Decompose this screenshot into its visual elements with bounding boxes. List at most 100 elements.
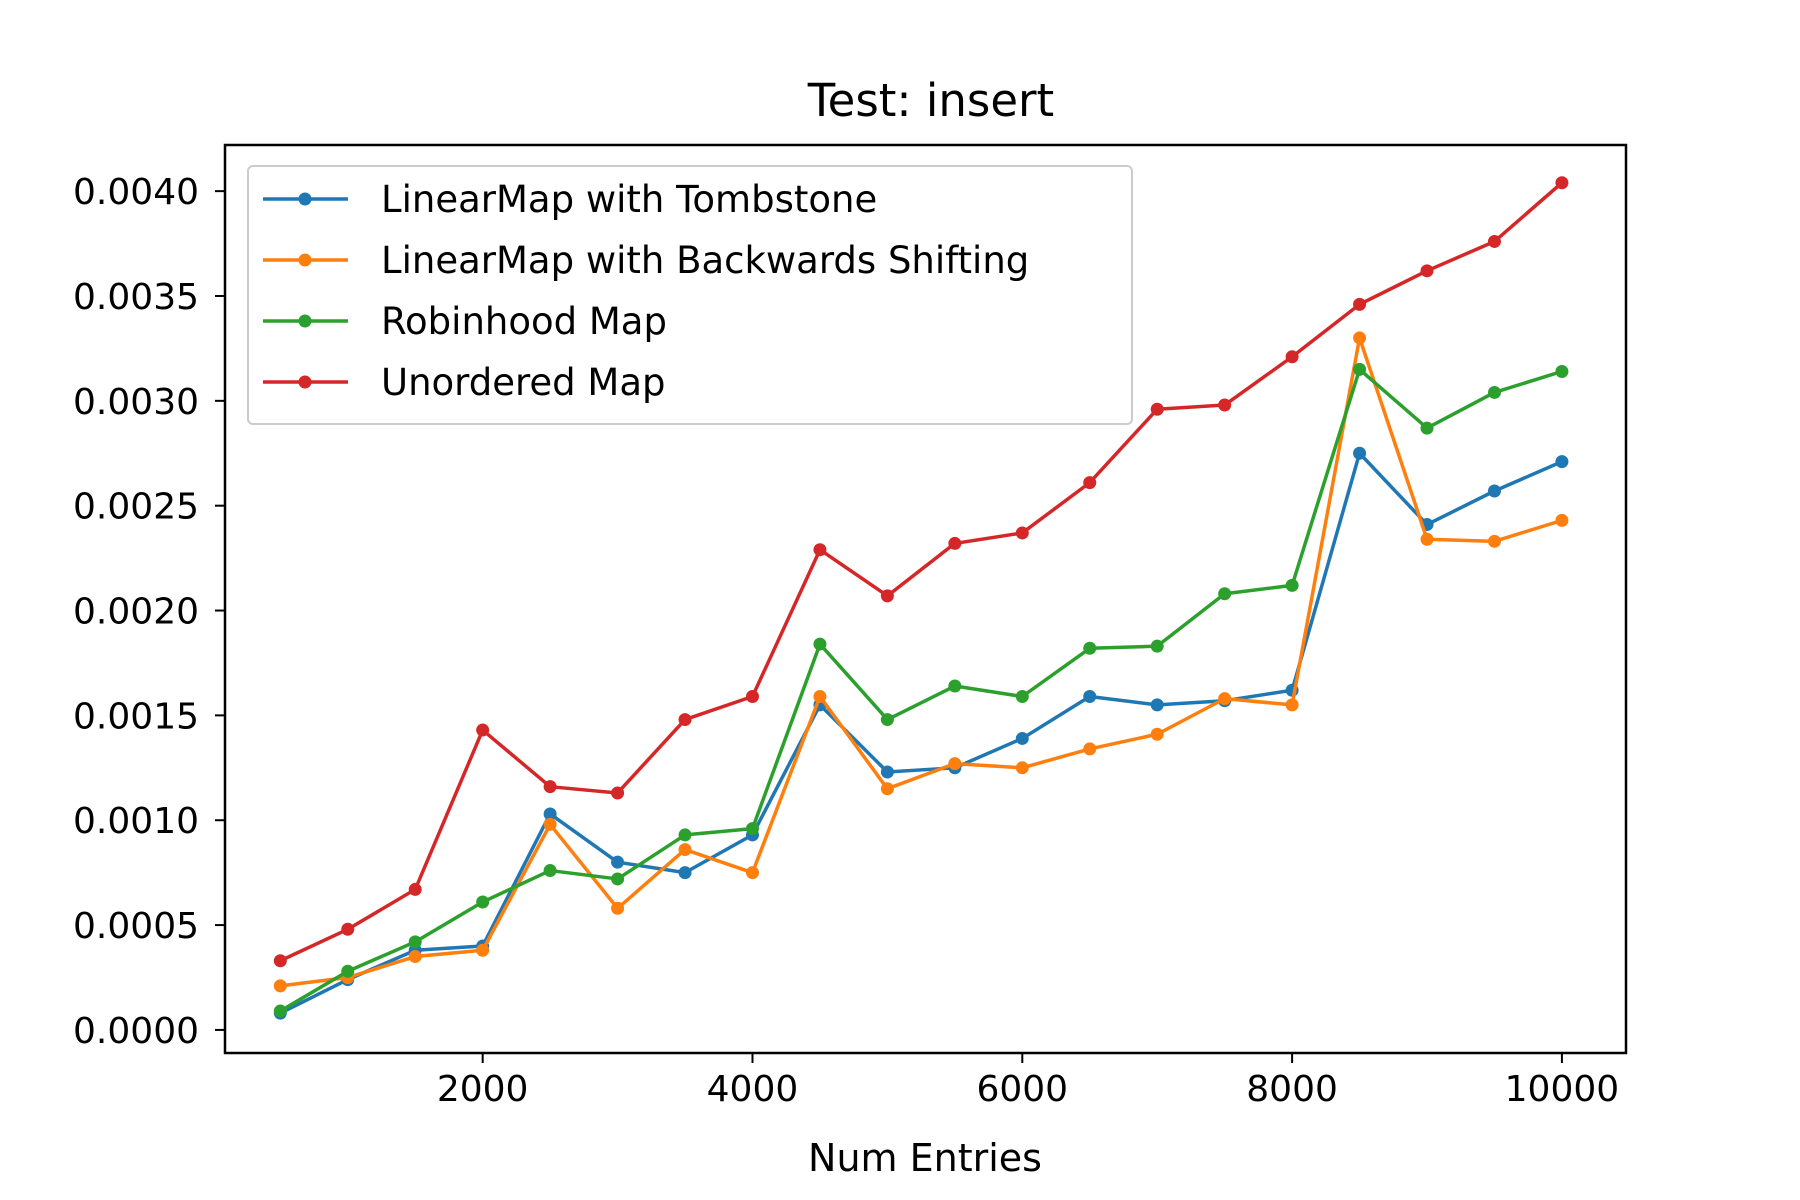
legend-marker	[298, 314, 312, 328]
legend-label: LinearMap with Backwards Shifting	[381, 239, 1029, 282]
data-point	[1015, 526, 1029, 540]
data-point	[1555, 513, 1569, 527]
data-point	[1083, 476, 1097, 490]
data-point	[408, 935, 422, 949]
data-point	[611, 901, 625, 915]
legend-label: Unordered Map	[381, 361, 665, 404]
data-point	[813, 543, 827, 557]
y-tick-label: 0.0035	[73, 277, 199, 318]
data-point	[1487, 484, 1501, 498]
data-point	[678, 843, 692, 857]
x-axis-title: Num Entries	[808, 1136, 1042, 1180]
x-tick-label: 6000	[976, 1069, 1068, 1110]
data-point	[1083, 690, 1097, 704]
data-point	[1150, 402, 1164, 416]
series-2	[273, 331, 1569, 993]
data-point	[745, 690, 759, 704]
data-point	[273, 954, 287, 968]
data-point	[1285, 578, 1299, 592]
data-point	[1353, 362, 1367, 376]
data-point	[1353, 297, 1367, 311]
data-point	[273, 1004, 287, 1018]
data-point	[1420, 421, 1434, 435]
data-point	[1150, 639, 1164, 653]
data-point	[476, 723, 490, 737]
chart-title: Test: insert	[807, 74, 1054, 127]
data-point	[880, 589, 894, 603]
x-tick-label: 8000	[1246, 1069, 1338, 1110]
series-layer	[273, 176, 1569, 1020]
y-tick-label: 0.0030	[73, 382, 199, 423]
data-point	[408, 882, 422, 896]
data-point	[1487, 534, 1501, 548]
data-point	[880, 765, 894, 779]
data-point	[1420, 264, 1434, 278]
data-point	[611, 872, 625, 886]
data-point	[1353, 446, 1367, 460]
data-point	[1420, 532, 1434, 546]
data-point	[678, 713, 692, 727]
data-point	[880, 782, 894, 796]
data-point	[1487, 385, 1501, 399]
data-point	[813, 637, 827, 651]
legend-marker	[298, 192, 312, 206]
y-tick-label: 0.0000	[73, 1011, 199, 1052]
series-4	[273, 176, 1569, 968]
data-point	[408, 950, 422, 964]
data-point	[745, 822, 759, 836]
data-point	[1150, 698, 1164, 712]
data-point	[543, 864, 557, 878]
data-point	[543, 817, 557, 831]
data-point	[476, 943, 490, 957]
y-tick-label: 0.0040	[73, 172, 199, 213]
legend-item: Robinhood Map	[263, 300, 667, 343]
legend-item: Unordered Map	[263, 361, 665, 404]
y-axis: 0.0000 0.0005 0.0010 0.0015 0.0020 0.0025 0.00…	[73, 172, 225, 1052]
data-point	[341, 964, 355, 978]
y-tick-label: 0.0010	[73, 801, 199, 842]
legend: LinearMap with Tombstone LinearMap with B…	[247, 165, 1133, 425]
data-point	[611, 855, 625, 869]
x-tick-label: 4000	[707, 1069, 799, 1110]
data-point	[1218, 398, 1232, 412]
data-point	[1015, 690, 1029, 704]
legend-item: LinearMap with Tombstone	[263, 178, 877, 221]
series-line	[279, 451, 1563, 1015]
y-tick-label: 0.0020	[73, 592, 199, 633]
data-point	[880, 713, 894, 727]
legend-label: LinearMap with Tombstone	[381, 178, 877, 221]
data-point	[543, 807, 557, 821]
data-point	[678, 828, 692, 842]
data-point	[1353, 331, 1367, 345]
legend-item: LinearMap with Backwards Shifting	[263, 239, 1029, 282]
legend-marker	[298, 253, 312, 267]
y-tick-label: 0.0005	[73, 906, 199, 947]
data-point	[273, 979, 287, 993]
legend-label: Robinhood Map	[381, 300, 667, 343]
data-point	[1150, 727, 1164, 741]
data-point	[745, 866, 759, 880]
data-point	[1083, 742, 1097, 756]
data-point	[1555, 176, 1569, 190]
data-point	[476, 895, 490, 909]
y-tick-label: 0.0015	[73, 696, 199, 737]
data-point	[813, 690, 827, 704]
series-3	[273, 362, 1569, 1018]
data-point	[1083, 641, 1097, 655]
x-tick-label: 10000	[1505, 1069, 1620, 1110]
data-point	[1555, 364, 1569, 378]
data-point	[948, 757, 962, 771]
series-line	[279, 367, 1563, 1013]
data-point	[1218, 692, 1232, 706]
series-line	[280, 336, 1563, 988]
x-axis: 2000 4000 6000 8000 10000	[437, 1053, 1619, 1110]
data-point	[611, 786, 625, 800]
data-point	[1218, 587, 1232, 601]
data-point	[543, 780, 557, 794]
data-point	[948, 679, 962, 693]
plot-area-frame	[223, 143, 1628, 1055]
data-point	[678, 866, 692, 880]
data-point	[1285, 350, 1299, 364]
data-point	[948, 536, 962, 550]
